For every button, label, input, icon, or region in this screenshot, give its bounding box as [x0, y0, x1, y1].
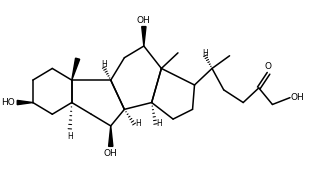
Polygon shape: [109, 126, 113, 146]
Text: H: H: [202, 49, 208, 58]
Text: O: O: [264, 62, 271, 71]
Text: H: H: [135, 120, 141, 129]
Polygon shape: [72, 58, 80, 80]
Text: OH: OH: [291, 93, 305, 102]
Text: H: H: [101, 60, 107, 69]
Polygon shape: [142, 27, 146, 46]
Text: OH: OH: [137, 16, 151, 25]
Text: HO: HO: [2, 98, 15, 107]
Text: H: H: [157, 120, 162, 129]
Polygon shape: [17, 100, 33, 105]
Text: OH: OH: [104, 149, 117, 158]
Text: H: H: [67, 132, 73, 141]
